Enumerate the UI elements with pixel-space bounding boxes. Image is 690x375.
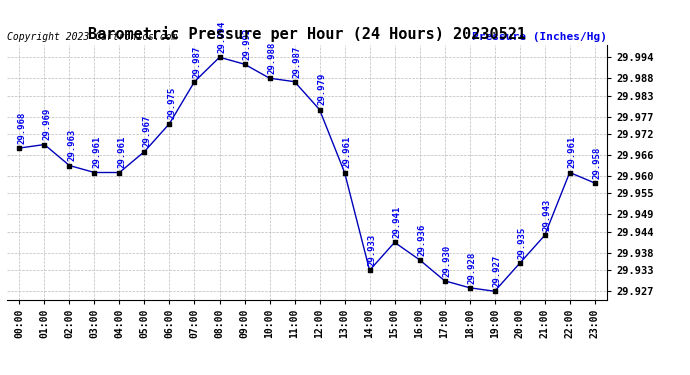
Text: 29.961: 29.961 [343, 136, 352, 168]
Text: 29.987: 29.987 [293, 45, 302, 78]
Title: Barometric Pressure per Hour (24 Hours) 20230521: Barometric Pressure per Hour (24 Hours) … [88, 27, 526, 42]
Text: 29.933: 29.933 [368, 234, 377, 266]
Point [39, 141, 50, 147]
Text: 29.967: 29.967 [143, 115, 152, 147]
Point [439, 278, 450, 284]
Text: 29.935: 29.935 [518, 227, 527, 259]
Point [564, 170, 575, 176]
Text: 29.928: 29.928 [468, 251, 477, 284]
Text: 29.988: 29.988 [268, 42, 277, 74]
Text: 29.943: 29.943 [543, 199, 552, 231]
Text: 29.941: 29.941 [393, 206, 402, 238]
Text: 29.961: 29.961 [92, 136, 101, 168]
Point [264, 75, 275, 81]
Point [139, 148, 150, 154]
Point [314, 106, 325, 112]
Text: 29.969: 29.969 [43, 108, 52, 140]
Text: 29.936: 29.936 [418, 224, 427, 256]
Point [114, 170, 125, 176]
Text: 29.963: 29.963 [68, 129, 77, 161]
Point [89, 170, 100, 176]
Text: 29.927: 29.927 [493, 255, 502, 287]
Text: Pressure (Inches/Hg): Pressure (Inches/Hg) [472, 33, 607, 42]
Point [589, 180, 600, 186]
Text: 29.961: 29.961 [118, 136, 127, 168]
Point [489, 288, 500, 294]
Point [14, 145, 25, 151]
Text: 29.961: 29.961 [568, 136, 577, 168]
Text: 29.979: 29.979 [318, 73, 327, 105]
Point [164, 121, 175, 127]
Text: 29.994: 29.994 [218, 21, 227, 53]
Text: 29.958: 29.958 [593, 147, 602, 179]
Text: 29.987: 29.987 [193, 45, 201, 78]
Point [364, 267, 375, 273]
Point [539, 232, 550, 238]
Point [514, 260, 525, 266]
Text: 29.975: 29.975 [168, 87, 177, 119]
Point [289, 79, 300, 85]
Text: 29.930: 29.930 [443, 244, 452, 277]
Point [339, 170, 350, 176]
Point [414, 257, 425, 263]
Point [64, 162, 75, 168]
Point [389, 239, 400, 245]
Point [189, 79, 200, 85]
Point [214, 54, 225, 60]
Text: Copyright 2023 Cartronics.com: Copyright 2023 Cartronics.com [7, 33, 177, 42]
Point [464, 285, 475, 291]
Point [239, 61, 250, 67]
Text: 29.992: 29.992 [243, 28, 252, 60]
Text: 29.968: 29.968 [18, 112, 27, 144]
